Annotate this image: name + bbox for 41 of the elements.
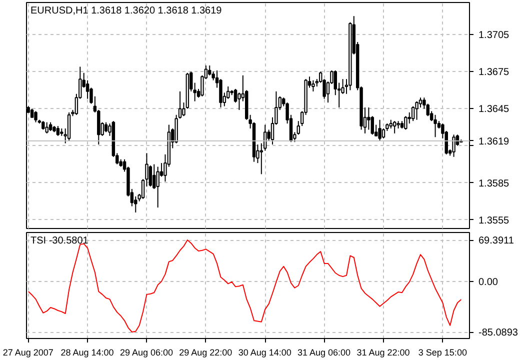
y-tick-label: 1.3645 — [478, 104, 510, 116]
x-tick-label: 31 Aug 22:00 — [356, 348, 410, 358]
candlestick — [411, 106, 415, 122]
candlestick — [382, 128, 386, 139]
candlestick — [34, 110, 38, 123]
candlestick — [312, 80, 315, 92]
x-tick-label: 28 Aug 14:00 — [60, 348, 114, 358]
candlestick — [156, 166, 160, 208]
x-tick-label: 29 Aug 22:00 — [179, 348, 232, 358]
x-tick-label: 3 Sep 15:00 — [418, 348, 467, 358]
candlestick — [182, 102, 186, 117]
y-tick-label: -85.0893 — [478, 328, 518, 339]
candlestick — [415, 100, 418, 120]
x-tick-label: 29 Aug 06:00 — [120, 348, 174, 358]
candlestick — [404, 116, 408, 130]
candlestick — [104, 122, 108, 133]
candlestick — [378, 119, 382, 142]
candlestick — [208, 64, 212, 76]
y-tick-label: 1.3555 — [478, 215, 510, 226]
candlestick — [392, 120, 396, 134]
y-tick-label: 0.00 — [478, 276, 498, 288]
y-tick-label: 1.3705 — [478, 30, 510, 42]
candlestick — [56, 125, 60, 136]
chart-title: TSI -30.5801 — [30, 236, 89, 246]
x-tick-label: 27 Aug 2007 — [2, 348, 54, 358]
x-tick-label: 31 Aug 06:00 — [298, 348, 351, 358]
candlestick — [452, 134, 456, 158]
y-tick-label: 69.3911 — [478, 236, 514, 247]
candlestick — [45, 122, 48, 134]
y-tick-label: 1.3585 — [478, 178, 510, 190]
y-tick-label: 1.3675 — [478, 67, 510, 78]
chart-title: EURUSD,H1 1.3618 1.3620 1.3618 1.3619 — [30, 6, 222, 16]
ref-line-label: 1.3619 — [478, 136, 510, 148]
candlestick — [67, 112, 71, 142]
candlestick — [367, 106, 370, 130]
candlestick — [148, 165, 152, 188]
x-tick-label: 30 Aug 14:00 — [238, 348, 292, 358]
candlestick — [152, 164, 156, 190]
candlestick — [434, 114, 437, 138]
candlestick — [426, 103, 430, 117]
candlestick — [370, 116, 374, 136]
